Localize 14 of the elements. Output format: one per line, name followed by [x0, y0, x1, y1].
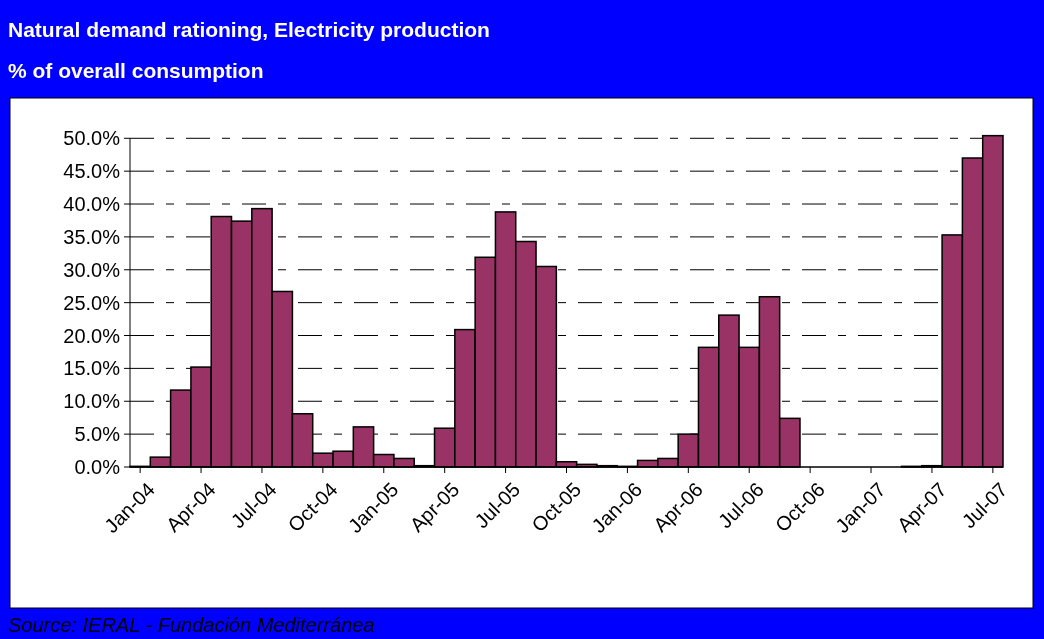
y-tick-label: 40.0% — [63, 193, 121, 216]
y-tick-label: 35.0% — [63, 225, 121, 248]
y-tick-label: 15.0% — [63, 357, 121, 380]
source-note: Source: IERAL - Fundación Mediterránea — [8, 614, 375, 636]
y-tick-label: 50.0% — [63, 127, 121, 150]
y-tick-label: 5.0% — [74, 423, 121, 446]
chart-title: Natural demand rationing, Electricity production — [8, 18, 490, 41]
y-tick-label: 20.0% — [63, 324, 121, 347]
y-tick-label: 45.0% — [63, 160, 121, 183]
chart-subtitle: % of overall consumption — [8, 59, 264, 82]
y-tick-label: 10.0% — [63, 390, 121, 413]
y-tick-label: 0.0% — [74, 456, 121, 478]
y-tick-label: 30.0% — [63, 258, 121, 281]
y-tick-label: 25.0% — [63, 291, 121, 314]
